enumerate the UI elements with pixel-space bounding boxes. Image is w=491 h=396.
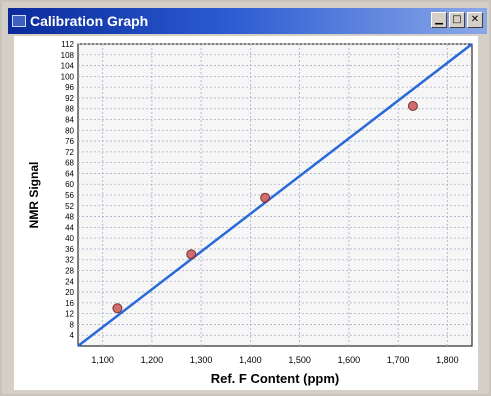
x-tick-label: 1,400 [239, 355, 262, 365]
x-tick-labels: 1,100 1,200 1,300 1,400 1,500 1,600 1,700 1,800 [91, 355, 458, 365]
window-controls: ▁ □ ✕ [431, 12, 483, 28]
y-tick-label: 60 [65, 180, 74, 189]
y-tick-label: 56 [65, 191, 74, 200]
close-button[interactable]: ✕ [467, 12, 483, 28]
y-tick-label: 20 [65, 288, 74, 297]
y-tick-label: 68 [65, 159, 74, 168]
data-point [186, 249, 197, 260]
y-tick-label: 52 [65, 202, 74, 211]
data-point [407, 101, 418, 112]
y-tick-label: 72 [65, 148, 74, 157]
y-tick-label: 64 [65, 169, 74, 178]
y-tick-label: 92 [65, 94, 74, 103]
y-tick-label: 108 [61, 51, 75, 60]
y-tick-label: 40 [65, 234, 74, 243]
y-tick-label: 104 [61, 62, 75, 71]
fit-line [77, 43, 473, 347]
x-tick-label: 1,500 [288, 355, 311, 365]
y-tick-label: 88 [65, 105, 74, 114]
y-tick-label: 16 [65, 299, 74, 308]
y-tick-label: 28 [65, 267, 74, 276]
data-points-layer [112, 101, 418, 314]
y-tick-labels: 1121081041009692888480767268646056524844… [61, 40, 75, 340]
y-axis-label: NMR Signal [27, 162, 41, 229]
x-tick-label: 1,600 [338, 355, 361, 365]
y-tick-label: 84 [65, 116, 74, 125]
x-tick-label: 1,100 [91, 355, 114, 365]
x-tick-label: 1,200 [141, 355, 164, 365]
y-tick-label: 44 [65, 223, 74, 232]
x-tick-label: 1,300 [190, 355, 213, 365]
window-title: Calibration Graph [30, 13, 149, 29]
y-tick-label: 112 [61, 40, 74, 49]
grid-lines [78, 43, 472, 346]
data-point [112, 303, 123, 314]
y-tick-label: 48 [65, 213, 74, 222]
y-tick-label: 36 [65, 245, 74, 254]
window-titlebar[interactable]: Calibration Graph ▁ □ ✕ [8, 8, 487, 34]
y-tick-label: 76 [65, 137, 74, 146]
x-axis-label: Ref. F Content (ppm) [211, 371, 340, 386]
fit-line-layer [77, 43, 473, 347]
x-tick-label: 1,700 [387, 355, 410, 365]
x-tick-label: 1,800 [436, 355, 459, 365]
data-point [260, 192, 271, 203]
minimize-button[interactable]: ▁ [431, 12, 447, 28]
y-tick-label: 24 [65, 277, 74, 286]
y-tick-label: 96 [65, 83, 74, 92]
y-tick-label: 32 [65, 256, 74, 265]
y-tick-label: 4 [70, 331, 75, 340]
y-tick-label: 100 [61, 72, 75, 81]
maximize-button[interactable]: □ [449, 12, 465, 28]
y-tick-label: 80 [65, 126, 74, 135]
app-icon [12, 15, 26, 27]
y-tick-label: 8 [70, 320, 75, 329]
y-tick-label: 12 [65, 310, 74, 319]
